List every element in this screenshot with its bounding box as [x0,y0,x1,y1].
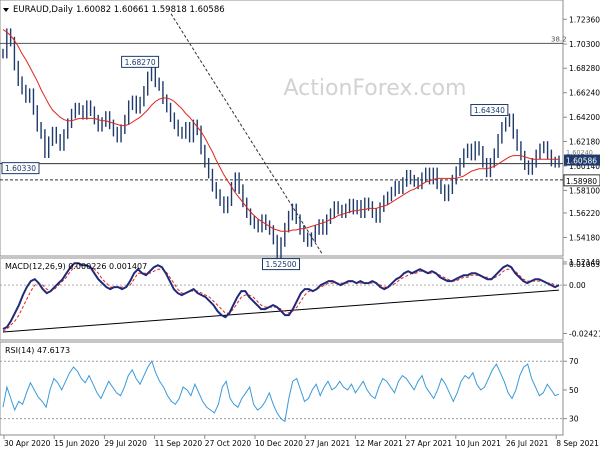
annotation-box-2 [262,258,300,271]
annotation-label-1: 1.60330 [5,164,36,173]
x-tick-label-7: 12 Mar 2021 [355,439,403,448]
price-tick-label-5: 1.62180 [569,137,600,146]
price-tick-label-10: 1.52140 [569,258,600,267]
rsi-line [2,360,560,423]
price-tick-label-3: 1.66240 [569,89,600,98]
price-panel-frame [0,0,564,257]
dropdown-triangle-icon[interactable] [3,8,9,12]
macd-tick-label-1: 0.00 [569,281,586,290]
rsi-tick-label-1: 50 [569,386,579,395]
price-tick-label-8: 1.56220 [569,209,600,218]
rsi-layer: 70 50 30 [0,357,579,424]
x-tick-label-8: 27 Apr 2021 [406,439,453,448]
annotation-label-3: 1.64340 [474,106,505,115]
macd-signal-line [2,264,559,332]
watermark: ActionForex.com [284,76,467,101]
annotation-box-1 [1,162,40,175]
price-tick-label-6: 1.60140 [569,162,600,171]
rsi-panel-frame [0,341,564,436]
fib-382-label: 38.2 [551,35,567,43]
support-price-label: 1.58980 [566,177,597,186]
rsi-tick-label-2: 30 [569,415,579,424]
macd-layer: 0.010638 0.00 -0.024212 [0,260,600,338]
price-layer: 1.72360 1.70300 1.68280 1.66240 1.64200 1.621… [0,13,600,271]
last-price-tag [564,154,600,166]
x-tick-label-4: 27 Oct 2020 [205,439,252,448]
x-tick-label-3: 11 Sep 2020 [155,439,203,448]
x-tick-label-2: 29 Jul 2020 [104,439,147,448]
rsi-tick-label-0: 70 [569,357,579,366]
macd-tick-label-0: 0.010638 [569,260,600,269]
x-tick-label-5: 10 Dec 2020 [255,439,303,448]
annotation-box-0 [121,55,160,68]
price-tick-label-2: 1.68280 [569,64,600,73]
price-tick-label-7: 1.58100 [569,186,600,195]
x-axis: 30 Apr 2020 15 Jun 2020 29 Jul 2020 11 Sep … [3,435,599,448]
macd-tick-label-2: -0.024212 [569,329,600,338]
partial-price-label: 1.60240 [566,149,593,157]
annotation-box-3 [470,104,509,117]
x-tick-label-1: 15 Jun 2020 [54,439,99,448]
chart-title: EURAUD,Daily 1.60082 1.60661 1.59818 1.60… [13,5,225,15]
x-tick-label-9: 10 Jun 2021 [456,439,501,448]
x-tick-label-10: 26 Jul 2021 [506,439,549,448]
price-tick-label-9: 1.54180 [569,233,600,242]
moving-average-line [2,29,559,232]
price-tick-label-4: 1.64200 [569,113,600,122]
annotation-label-2: 1.52500 [265,260,296,269]
rsi-label: RSI(14) 47.6173 [5,346,70,355]
support-price-tag [563,174,600,187]
macd-main-line [2,262,560,330]
x-tick-label-6: 27 Jan 2021 [305,439,350,448]
last-price-label: 1.60586 [566,157,597,166]
annotation-label-0: 1.68270 [125,58,156,67]
price-tick-label-1: 1.70300 [569,40,600,49]
price-tick-label-0: 1.72360 [569,15,600,24]
x-tick-label-11: 8 Sep 2021 [556,439,599,448]
x-tick-label-0: 30 Apr 2020 [4,439,51,448]
macd-label: MACD(12,26,9) 0.000226 0.001407 [5,262,147,271]
